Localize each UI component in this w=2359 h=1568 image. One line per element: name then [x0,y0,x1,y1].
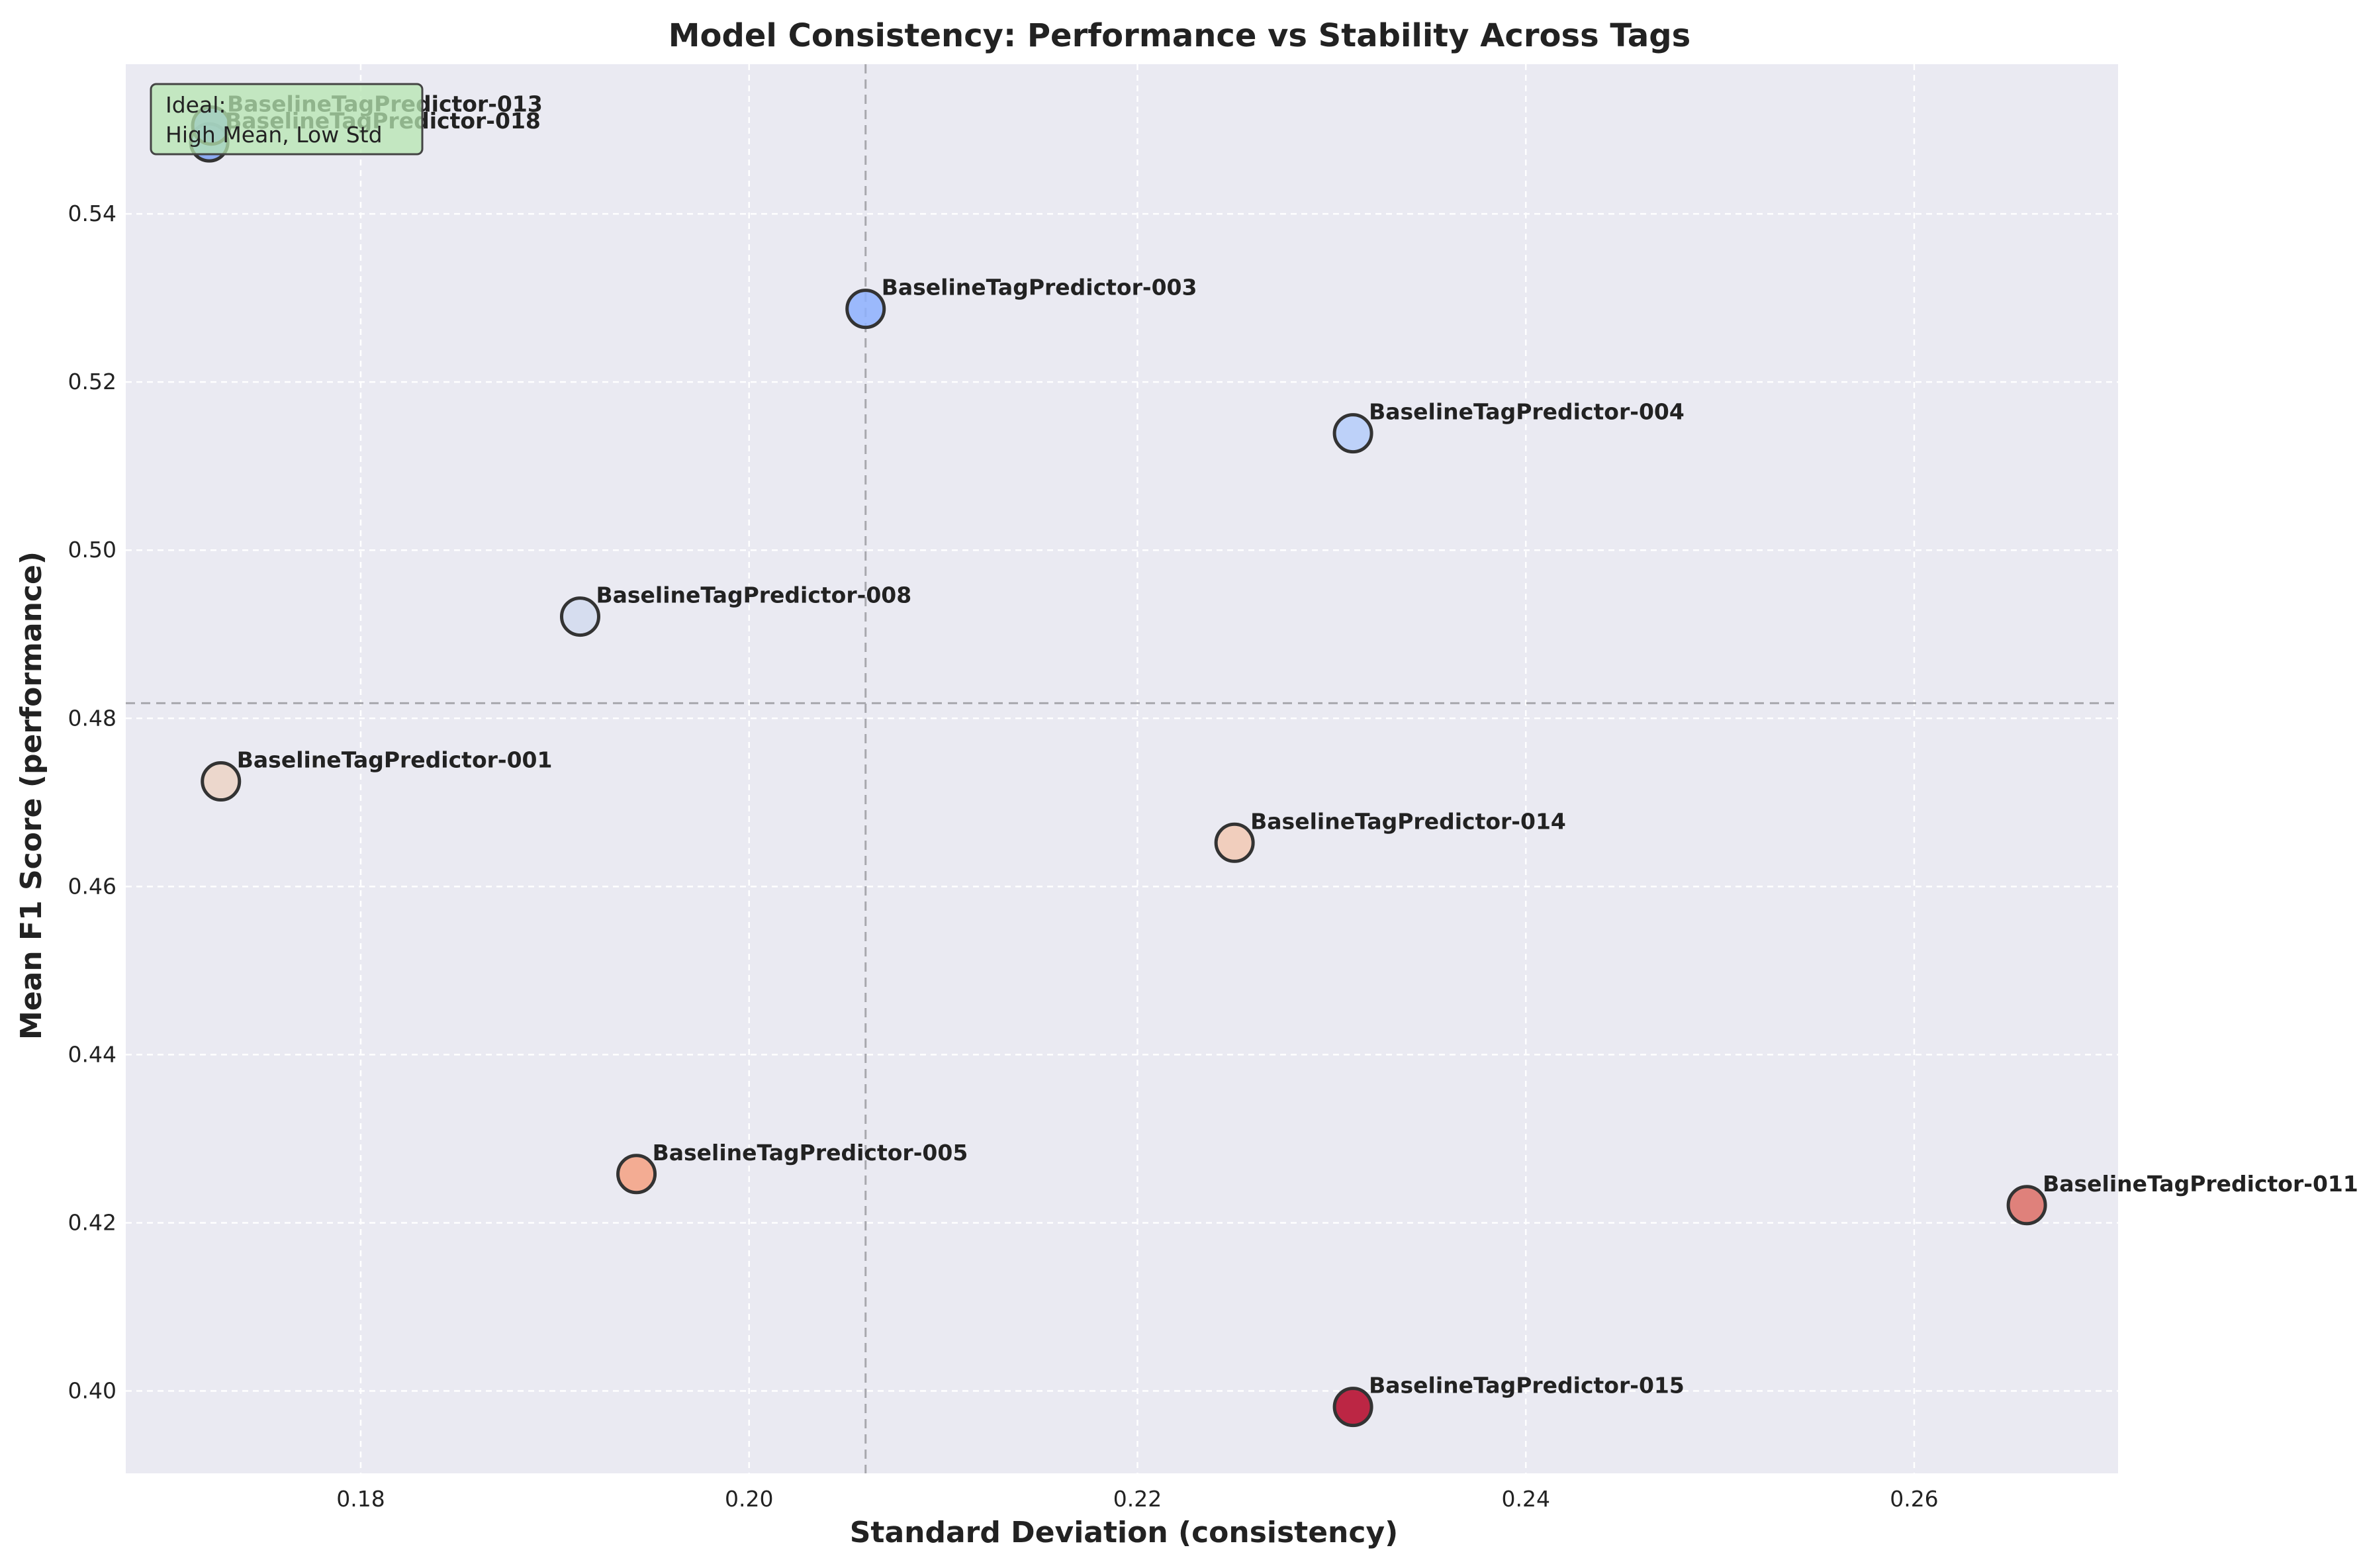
x-axis-ticks: 0.18 0.20 0.22 0.24 0.26 [336,1486,1938,1512]
data-point-label: BaselineTagPredictor-015 [1369,1373,1685,1399]
data-point [1332,1387,1373,1428]
y-axis-label: Mean F1 Score (performance) [15,551,48,1040]
ideal-annotation-box [150,83,424,156]
y-tick-label: 0.40 [68,1378,116,1404]
y-tick-label: 0.54 [68,201,116,226]
data-point [201,761,242,802]
x-tick-label: 0.22 [1113,1486,1162,1512]
data-point-label: BaselineTagPredictor-004 [1369,399,1685,425]
data-point-label: BaselineTagPredictor-005 [653,1140,968,1166]
ideal-annotation-line-1: Ideal: [165,92,226,118]
y-tick-label: 0.50 [68,537,116,563]
data-point [1214,822,1255,863]
x-tick-label: 0.18 [336,1486,385,1512]
grid-lines [126,64,2118,1473]
x-tick-label: 0.26 [1890,1486,1938,1512]
data-point-label: BaselineTagPredictor-003 [882,275,1197,300]
data-point [616,1154,657,1195]
data-point-label: BaselineTagPredictor-014 [1250,808,1566,834]
plot-area [126,64,2118,1473]
ideal-annotation: Ideal: High Mean, Low Std [150,83,424,156]
ideal-annotation-line-2: High Mean, Low Std [165,122,383,148]
data-point [2006,1185,2047,1226]
data-point-label: BaselineTagPredictor-011 [2043,1171,2358,1197]
y-tick-label: 0.52 [68,369,116,394]
chart-title: Model Consistency: Performance vs Stabil… [669,17,1690,54]
x-axis-label: Standard Deviation (consistency) [850,1516,1399,1549]
data-point [1332,413,1373,454]
y-tick-label: 0.46 [68,873,116,899]
y-tick-label: 0.48 [68,705,116,731]
y-tick-label: 0.44 [68,1041,116,1067]
data-point [845,289,886,330]
y-axis-ticks: 0.40 0.42 0.44 0.46 0.48 0.50 0.52 0.54 [68,201,116,1403]
x-tick-label: 0.24 [1501,1486,1550,1512]
y-tick-label: 0.42 [68,1209,116,1235]
data-point [559,596,600,637]
data-point-label: BaselineTagPredictor-001 [237,747,553,773]
x-tick-label: 0.20 [725,1486,773,1512]
data-point-label: BaselineTagPredictor-008 [596,582,911,608]
